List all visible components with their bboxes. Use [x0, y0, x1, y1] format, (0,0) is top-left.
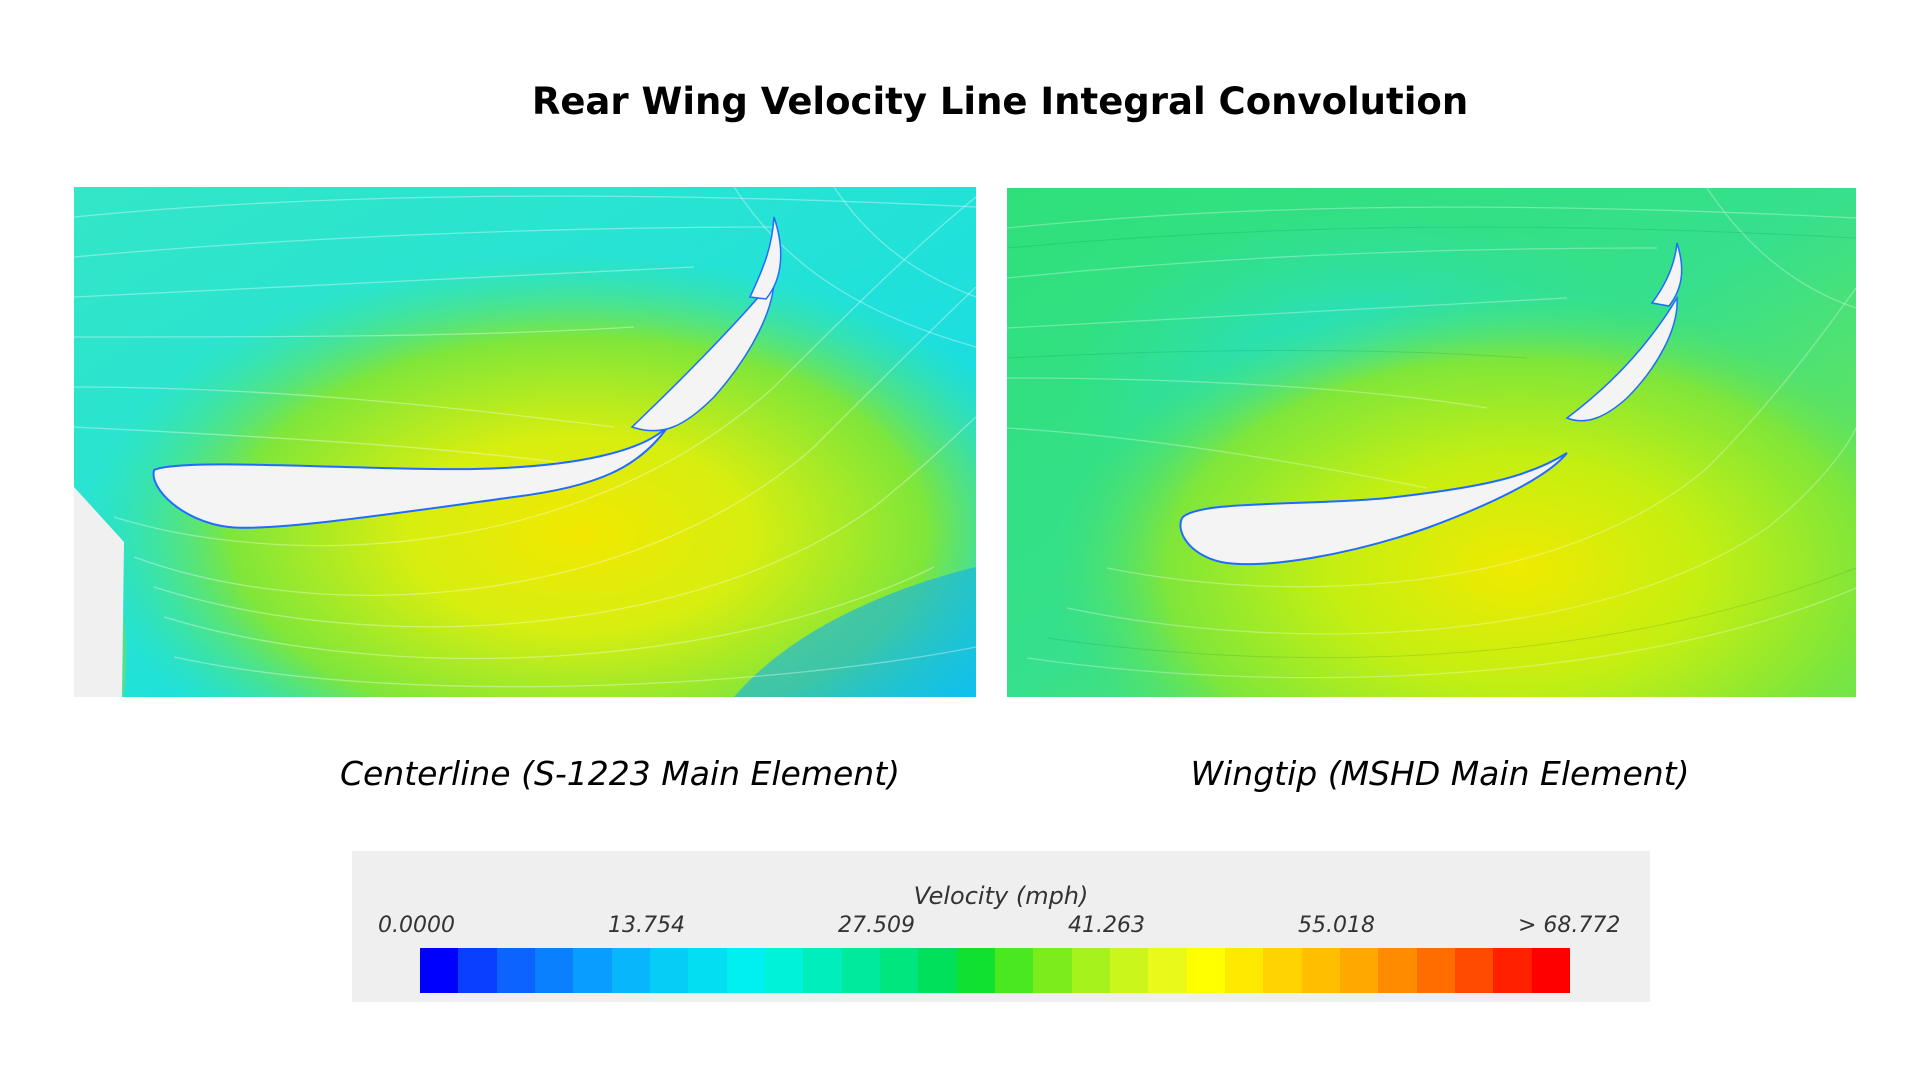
legend-tick: 27.509 [838, 913, 915, 938]
colorbar-swatch [764, 948, 804, 993]
colorbar-swatch [688, 948, 727, 993]
colorbar-swatch [573, 948, 612, 993]
colorbar-swatch [879, 948, 919, 993]
legend-colorbar [420, 948, 1570, 993]
colorbar-swatch [458, 948, 497, 993]
legend-tick: 0.0000 [378, 913, 455, 938]
colorbar-swatch [803, 948, 842, 993]
legend-tick: 13.754 [608, 913, 685, 938]
colorbar-swatch [1263, 948, 1302, 993]
colorbar-swatch [1109, 948, 1149, 993]
legend-tick: 41.263 [1068, 913, 1145, 938]
velocity-legend: Velocity (mph) 0.0000 13.754 27.509 41.2… [352, 851, 1650, 1002]
centerline-velocity-plot [74, 187, 976, 697]
colorbar-swatch [1224, 948, 1264, 993]
legend-title: Velocity (mph) [913, 882, 1089, 910]
colorbar-swatch [841, 948, 880, 993]
colorbar-swatch [1454, 948, 1494, 993]
legend-tick: > 68.772 [1518, 913, 1621, 938]
page-title: Rear Wing Velocity Line Integral Convolu… [531, 80, 1469, 123]
colorbar-swatch [1186, 948, 1225, 993]
colorbar-swatch [1378, 948, 1417, 993]
colorbar-swatch [1148, 948, 1187, 993]
colorbar-swatch [994, 948, 1034, 993]
colorbar-swatch [1071, 948, 1110, 993]
colorbar-swatch [1416, 948, 1455, 993]
colorbar-swatch [1033, 948, 1072, 993]
colorbar-swatch [918, 948, 957, 993]
colorbar-swatch [496, 948, 535, 993]
colorbar-swatch [1339, 948, 1379, 993]
colorbar-swatch [956, 948, 995, 993]
colorbar-swatch [1531, 948, 1570, 993]
legend-tick: 55.018 [1298, 913, 1375, 938]
colorbar-swatch [1493, 948, 1532, 993]
wingtip-velocity-plot [1007, 188, 1856, 697]
colorbar-swatch [1301, 948, 1340, 993]
colorbar-swatch [534, 948, 574, 993]
wingtip-caption: Wingtip (MSHD Main Element) [1190, 754, 1690, 793]
colorbar-swatch [611, 948, 650, 993]
centerline-caption: Centerline (S-1223 Main Element) [339, 754, 901, 793]
colorbar-swatch [420, 948, 459, 993]
colorbar-swatch [726, 948, 765, 993]
colorbar-swatch [649, 948, 689, 993]
